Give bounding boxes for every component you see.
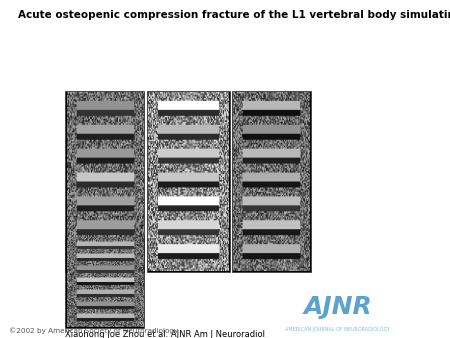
Text: A: A [68, 259, 74, 268]
Bar [232, 91, 310, 272]
Text: B: B [149, 259, 156, 268]
Text: Acute osteopenic compression fracture of the L1 vertebral body simulating metast: Acute osteopenic compression fracture of… [18, 10, 450, 20]
Bar [147, 91, 230, 272]
Text: AJNR: AJNR [303, 295, 372, 319]
Text: AMERICAN JOURNAL OF NEURORADIOLOGY: AMERICAN JOURNAL OF NEURORADIOLOGY [285, 327, 390, 332]
Text: Xiaohong Joe Zhou et al. AJNR Am J Neuroradiol
2002;23:165-170: Xiaohong Joe Zhou et al. AJNR Am J Neuro… [65, 330, 265, 338]
Bar [65, 236, 144, 328]
Text: C: C [234, 259, 241, 268]
Text: D: D [68, 315, 75, 324]
Bar [65, 91, 144, 272]
Text: ©2002 by American Society of Neuroradiology: ©2002 by American Society of Neuroradiol… [9, 327, 178, 334]
